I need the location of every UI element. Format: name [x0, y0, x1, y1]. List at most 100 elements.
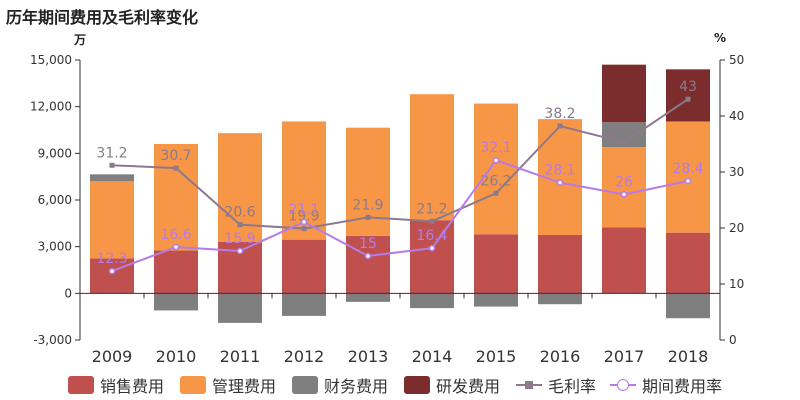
left-axis-unit: 万: [74, 33, 87, 47]
legend-marker-square: [525, 381, 533, 389]
bar-sales: [282, 239, 326, 294]
x-tick-label: 2017: [604, 347, 645, 366]
right-tick-label: 40: [729, 109, 744, 123]
legend-label: 研发费用: [436, 377, 501, 396]
x-tick-label: 2013: [348, 347, 389, 366]
left-tick-label: 12,000: [30, 100, 72, 114]
x-tick-label: 2016: [540, 347, 581, 366]
chart-legend: 销售费用 管理费用 财务费用 研发费用 毛利率 期间费用率: [0, 372, 800, 398]
x-tick-label: 2010: [156, 347, 197, 366]
data-label-period: 32.1: [480, 140, 511, 156]
point-period: [172, 243, 180, 251]
legend-item-period: 期间费用率: [610, 372, 722, 398]
data-label-gross: 21.2: [416, 201, 447, 217]
data-label-gross: 43: [679, 79, 697, 95]
x-tick-label: 2015: [476, 347, 517, 366]
bar-mgmt: [410, 94, 454, 221]
bar-rd: [666, 69, 710, 122]
left-tick-label: 3,000: [38, 240, 72, 254]
bar-finance: [90, 174, 134, 182]
data-label-gross: 26.2: [480, 173, 511, 189]
point-gross: [301, 226, 307, 232]
point-period: [684, 177, 692, 185]
legend-item-mgmt: 管理费用: [180, 372, 276, 398]
left-tick-label: 0: [64, 286, 72, 300]
right-tick-label: 0: [729, 333, 737, 347]
legend-line-gross: [516, 376, 542, 394]
bar-sales: [538, 235, 582, 294]
point-period: [556, 179, 564, 186]
x-tick-label: 2009: [92, 347, 133, 366]
right-axis-unit: %: [714, 31, 727, 45]
legend-item-finance: 财务费用: [292, 372, 388, 398]
point-period: [428, 244, 436, 252]
bar-finance: [474, 293, 518, 307]
bar-sales: [346, 235, 390, 294]
data-label-period: 28.4: [672, 161, 703, 177]
bar-finance: [666, 293, 710, 319]
data-label-period: 16.4: [416, 228, 447, 244]
right-tick-label: 10: [729, 277, 744, 291]
left-tick-label: 9,000: [38, 146, 72, 160]
point-gross: [429, 218, 435, 224]
x-tick-label: 2018: [668, 347, 709, 366]
left-tick-label: 15,000: [30, 53, 72, 67]
bar-mgmt: [90, 181, 134, 259]
point-period: [492, 156, 500, 164]
left-tick-label: 6,000: [38, 193, 72, 207]
point-gross: [109, 162, 115, 168]
bar-sales: [602, 227, 646, 294]
bar-mgmt: [154, 144, 198, 251]
data-label-period: 15: [359, 236, 377, 252]
bar-sales: [154, 250, 198, 294]
point-gross: [621, 139, 627, 145]
bar-mgmt: [666, 121, 710, 233]
bar-sales: [90, 258, 134, 294]
bar-mgmt: [602, 147, 646, 228]
legend-swatch-sales: [68, 376, 94, 394]
legend-item-gross: 毛利率: [516, 372, 596, 398]
bar-finance: [218, 293, 262, 323]
legend-swatch-finance: [292, 376, 318, 394]
point-gross: [173, 165, 179, 171]
legend-line-period: [610, 376, 636, 394]
data-label-gross: 30.7: [160, 148, 191, 164]
data-label-period: 26: [615, 174, 633, 190]
bar-rd: [602, 64, 646, 123]
point-gross: [493, 190, 499, 196]
bar-sales: [474, 234, 518, 294]
bar-sales: [410, 220, 454, 294]
line-gross: [111, 98, 689, 230]
right-tick-label: 50: [729, 53, 744, 67]
bar-finance: [282, 293, 326, 316]
legend-swatch-rd: [404, 376, 430, 394]
left-tick-label: -3,000: [33, 333, 72, 347]
bar-sales: [666, 232, 710, 294]
data-label-period: 21.1: [288, 202, 319, 218]
x-tick-label: 2012: [284, 347, 325, 366]
data-label-gross: 21.9: [352, 197, 383, 213]
legend-marker-circle: [617, 379, 629, 391]
legend-label: 管理费用: [212, 377, 277, 396]
bar-finance: [346, 293, 390, 302]
data-label-gross: 31.2: [96, 145, 127, 161]
bar-finance: [154, 293, 198, 311]
bar-finance: [538, 293, 582, 305]
point-period: [108, 267, 116, 275]
legend-label: 毛利率: [548, 377, 597, 396]
data-label-gross: 38.2: [544, 106, 575, 122]
point-period: [236, 247, 244, 255]
point-gross: [365, 214, 371, 220]
point-gross: [237, 222, 243, 228]
data-label-gross: 20.6: [224, 205, 255, 221]
point-gross: [685, 96, 691, 102]
x-tick-label: 2011: [220, 347, 261, 366]
bar-finance: [410, 293, 454, 309]
data-label-gross: 35.3: [608, 122, 639, 138]
x-tick-label: 2014: [412, 347, 453, 366]
point-period: [620, 191, 628, 198]
legend-item-sales: 销售费用: [68, 372, 164, 398]
data-label-period: 15.9: [224, 231, 255, 247]
data-label-period: 12.3: [96, 251, 127, 267]
